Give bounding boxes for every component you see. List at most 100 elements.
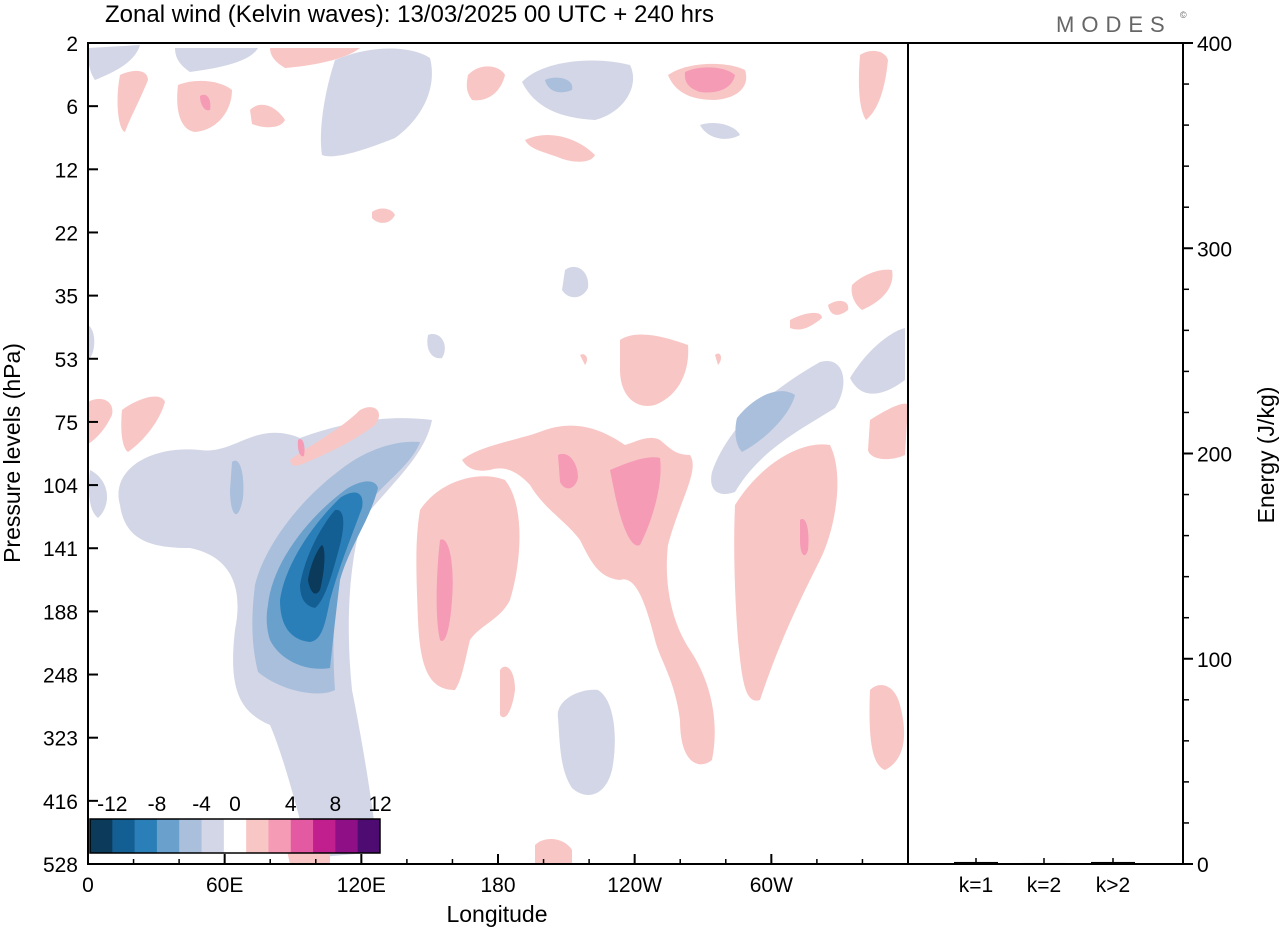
contour-region <box>88 325 95 358</box>
contour-region <box>558 453 578 489</box>
x-axis: 0 60E 120E 180 120W 60W <box>82 854 909 897</box>
colorbar-swatch <box>357 819 381 853</box>
colorbar-label: 12 <box>368 793 391 816</box>
colorbar <box>89 818 381 854</box>
colorbar-label: 8 <box>330 793 342 816</box>
x-tick-label: 120W <box>607 874 662 897</box>
zonal-wind-heatmap: -12 -8 -4 0 4 8 12 <box>88 45 908 864</box>
contour-region <box>562 266 589 298</box>
colorbar-swatch <box>201 819 225 853</box>
contour-region <box>869 685 905 770</box>
contour-region <box>700 123 740 139</box>
contour-region <box>535 838 572 864</box>
y-tick-label: 528 <box>43 854 78 877</box>
y-tick-label: 2 <box>66 33 78 56</box>
colorbar-label: 0 <box>229 793 241 816</box>
colorbar-outline <box>89 818 381 854</box>
x-tick-label: 120E <box>337 874 386 897</box>
y-tick-label: 248 <box>43 665 78 688</box>
contour-region <box>436 539 453 641</box>
contour-region <box>200 94 211 111</box>
contour-region <box>684 67 735 93</box>
y-tick-label: 188 <box>43 601 78 624</box>
energy-tick-label: 300 <box>1197 238 1232 261</box>
colorbar-swatch <box>156 819 180 853</box>
contour-region <box>250 104 285 128</box>
colorbar-swatch <box>90 819 113 853</box>
contour-region <box>790 312 822 330</box>
contour-region <box>735 391 795 452</box>
contour-region <box>308 545 325 594</box>
contour-region <box>734 444 838 701</box>
y-axis-title: Pressure levels (hPa) <box>0 343 25 563</box>
contour-region <box>545 77 573 93</box>
contour-region <box>117 70 148 132</box>
modes-logo: MODES <box>1056 12 1172 37</box>
contour-region <box>525 135 595 162</box>
y-tick-label: 104 <box>43 475 78 498</box>
y-tick-label: 75 <box>55 412 78 435</box>
contour-region <box>715 353 722 365</box>
energy-axis-title: Energy (J/kg) <box>1253 387 1279 524</box>
contour-region <box>580 354 588 365</box>
y-tick-label: 141 <box>43 538 78 561</box>
energy-frame <box>907 42 1184 865</box>
colorbar-swatch <box>223 819 247 853</box>
colorbar-swatch <box>134 819 158 853</box>
x-tick-label: 60E <box>206 874 243 897</box>
y-tick-label: 35 <box>55 286 78 309</box>
colorbar-swatch <box>290 819 314 853</box>
contour-region <box>557 689 615 795</box>
y-tick-label: 22 <box>55 222 78 245</box>
y-tick-label: 12 <box>55 159 78 182</box>
contour-region <box>620 334 689 406</box>
contour-region <box>88 45 140 80</box>
contour-region <box>416 476 520 690</box>
contour-region <box>372 208 395 223</box>
y-tick-label: 53 <box>55 349 78 372</box>
contour-region <box>320 48 432 157</box>
contour-region <box>175 48 258 72</box>
colorbar-swatch <box>112 819 136 853</box>
colorbar-label: -8 <box>148 793 167 816</box>
contour-region <box>828 300 849 315</box>
contour-region <box>711 360 844 494</box>
energy-tick-label: 400 <box>1197 33 1232 56</box>
contour-region <box>427 334 445 359</box>
contour-region <box>297 438 305 457</box>
y-tick-label: 6 <box>66 96 78 119</box>
energy-tick-label: 100 <box>1197 649 1232 672</box>
y-tick-label: 323 <box>43 728 78 751</box>
contour-region <box>121 396 165 452</box>
contour-region <box>868 403 908 460</box>
contour-region <box>858 50 888 120</box>
colorbar-swatch <box>335 819 359 853</box>
contour-region <box>290 407 380 466</box>
contour-region <box>466 66 505 101</box>
contour-region <box>610 457 661 546</box>
contour-region <box>88 398 113 444</box>
energy-axis: 0 100 200 300 400 <box>1183 33 1232 877</box>
energy-category-label: k=2 <box>1027 874 1061 897</box>
modes-logo-mark: © <box>1180 10 1187 20</box>
y-tick-label: 416 <box>43 791 78 814</box>
colorbar-labels: -12 -8 -4 0 4 8 12 <box>97 793 392 816</box>
energy-tick-label: 200 <box>1197 444 1232 467</box>
colorbar-swatch <box>313 819 336 853</box>
energy-bars: k=1 k=2 k>2 <box>954 858 1135 897</box>
colorbar-swatch <box>246 819 269 853</box>
contour-region <box>270 48 360 68</box>
colorbar-label: -12 <box>97 793 127 816</box>
contour-region <box>850 328 905 394</box>
colorbar-label: 4 <box>285 793 297 816</box>
colorbar-swatch <box>179 819 203 853</box>
contour-region <box>851 269 893 310</box>
energy-category-label: k=1 <box>959 874 993 897</box>
x-tick-label: 60W <box>750 874 793 897</box>
y-axis: 2 6 12 22 35 53 75 104 141 188 248 323 416 528 <box>43 33 98 877</box>
colorbar-swatch <box>268 819 292 853</box>
x-tick-label: 0 <box>82 874 94 897</box>
colorbar-label: -4 <box>192 793 211 816</box>
contour-region <box>230 460 244 515</box>
contour-region <box>500 666 515 718</box>
